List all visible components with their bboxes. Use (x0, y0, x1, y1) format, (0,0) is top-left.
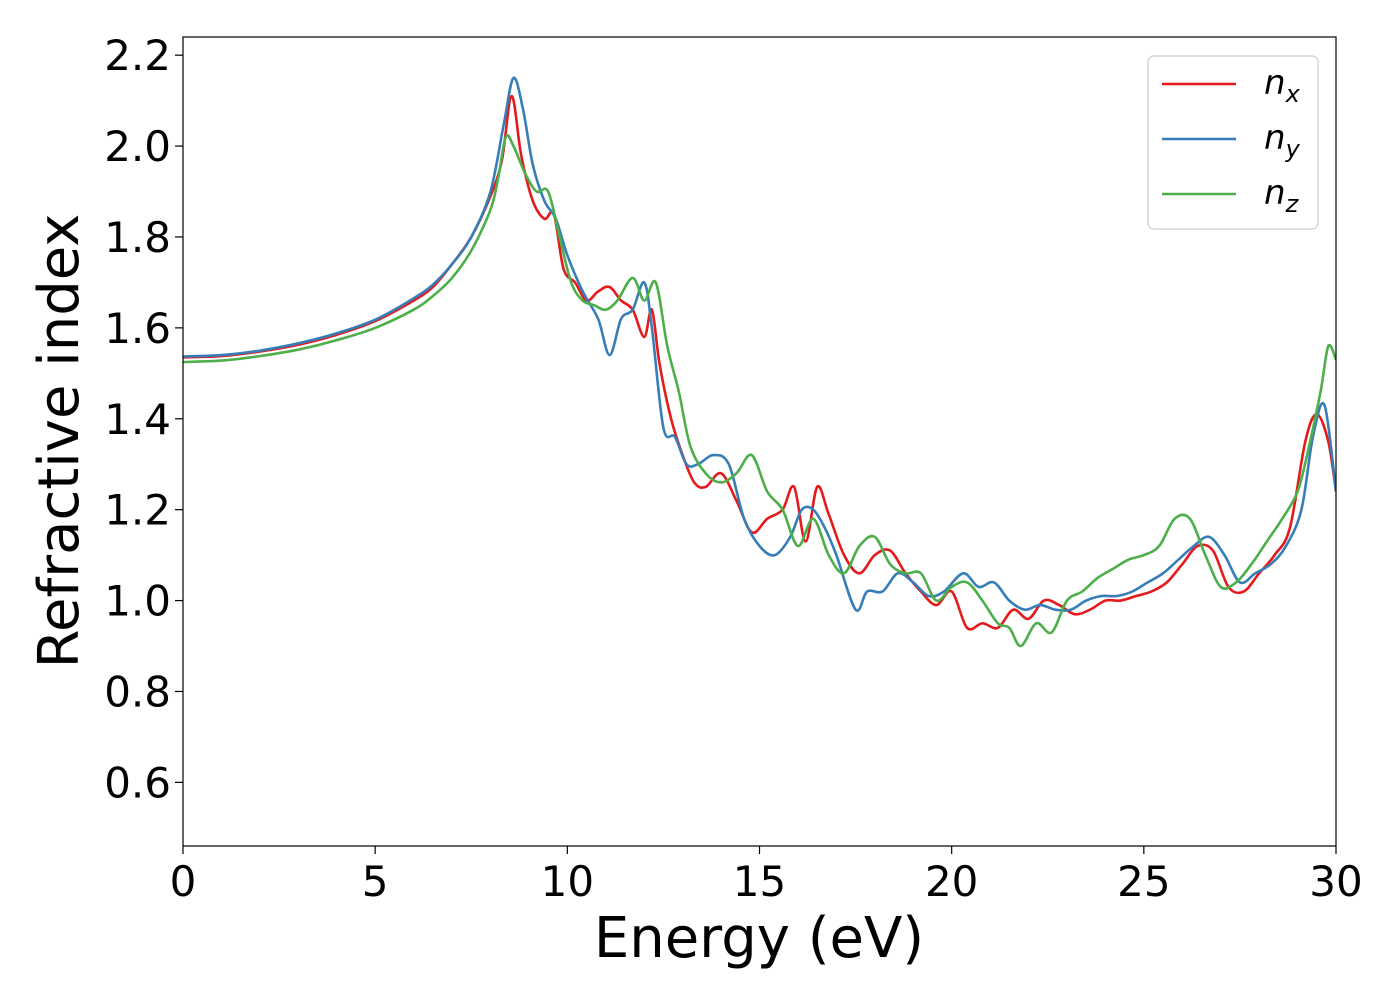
legend-label-nz: nz (1264, 173, 1300, 218)
x-tick-label: 20 (925, 857, 978, 906)
legend-label-ny: ny (1264, 118, 1301, 163)
x-axis-ticks: 0 5 10 15 20 25 30 (170, 846, 1363, 906)
y-tick-label: 0.6 (104, 758, 171, 807)
x-tick-label: 30 (1309, 857, 1362, 906)
series-line-nx (183, 94, 1336, 631)
x-tick-label: 10 (541, 857, 594, 906)
x-tick-label: 25 (1117, 857, 1170, 906)
x-axis-label: Energy (eV) (594, 906, 924, 971)
series-line-nz (183, 134, 1336, 648)
series-line-ny (183, 76, 1336, 613)
x-tick-label: 5 (362, 857, 389, 906)
y-tick-label: 2.2 (104, 31, 171, 80)
plot-lines (183, 76, 1336, 648)
x-tick-label: 15 (733, 857, 786, 906)
y-tick-label: 1.8 (104, 213, 171, 262)
y-tick-label: 1.0 (104, 577, 171, 626)
y-axis-label: Refractive index (27, 214, 92, 669)
legend-box (1147, 55, 1319, 230)
y-tick-label: 1.6 (104, 304, 171, 353)
y-tick-label: 0.8 (104, 667, 171, 716)
legend-label-nx: nx (1264, 63, 1301, 108)
y-axis-ticks: 0.6 0.8 1.0 1.2 1.4 1.6 1.8 2.0 2.2 (104, 31, 183, 807)
y-tick-label: 1.4 (104, 395, 171, 444)
x-tick-label: 0 (170, 857, 197, 906)
y-tick-label: 1.2 (104, 486, 171, 535)
legend: nx ny nz (1147, 55, 1319, 230)
y-tick-label: 2.0 (104, 122, 171, 171)
